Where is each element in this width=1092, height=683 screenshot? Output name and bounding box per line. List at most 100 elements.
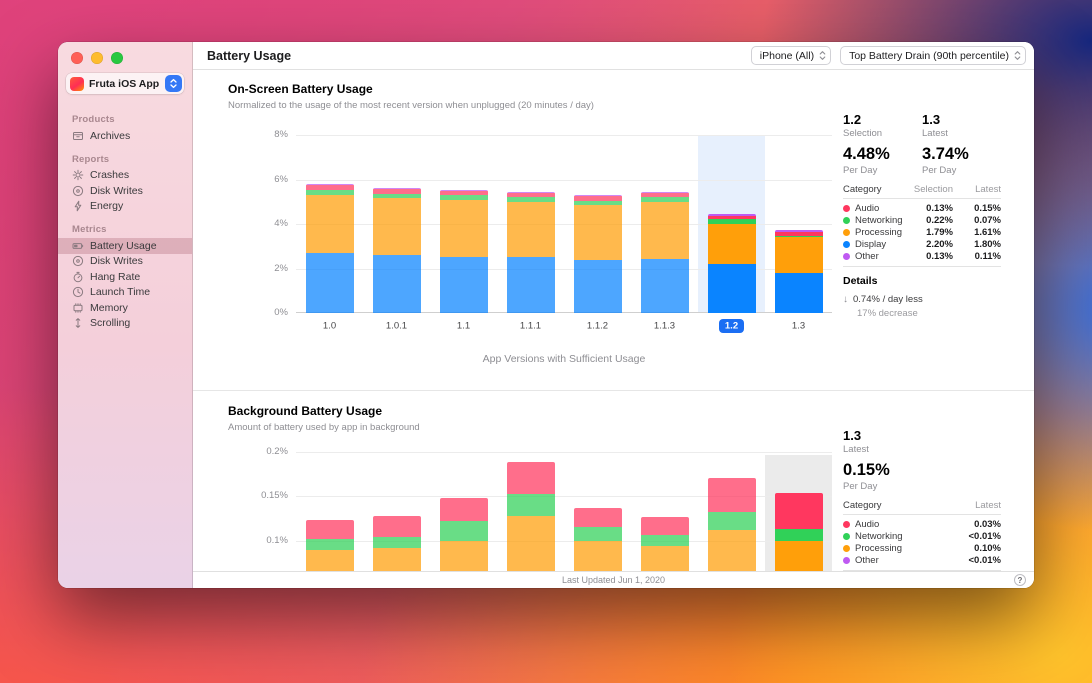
segment-processing: [305, 549, 354, 571]
segment-processing: [640, 546, 689, 571]
category-name: Display: [855, 238, 887, 250]
onscreen-section-title: On-Screen Battery Usage: [228, 82, 373, 96]
category-name: Other: [855, 554, 879, 566]
segment-processing: [372, 548, 421, 571]
sidebar-item-disk-writes[interactable]: Disk Writes: [58, 254, 192, 270]
table-row: Processing 1.79% 1.61%: [843, 226, 1001, 238]
table-header-row: Category Latest: [843, 500, 1001, 515]
category-value: 1.79%: [926, 226, 953, 238]
y-axis-label: 8%: [274, 129, 288, 140]
segment-networking: [640, 534, 689, 547]
onscreen-battery-chart: 0% 2% 4% 6% 8% 1.0 1.0.1 1.1 1.1.1 1.1.2 1.1.3 1.2 1…: [274, 129, 832, 333]
category-name: Processing: [855, 542, 902, 554]
category-name: Other: [855, 250, 879, 262]
zoom-button[interactable]: [111, 52, 123, 64]
bar-1.0[interactable]: [305, 183, 354, 313]
segment-audio: [506, 461, 555, 494]
x-axis-label-1.0.1[interactable]: 1.0.1: [363, 320, 430, 331]
x-axis-label-1.1.3[interactable]: 1.1.3: [631, 320, 698, 331]
segment-networking: [372, 193, 421, 199]
x-axis-label-text: 1.1: [456, 320, 471, 331]
category-name: Audio: [855, 202, 880, 214]
bar-1.0.1[interactable]: [372, 187, 421, 313]
memory-icon: [72, 302, 86, 314]
bar-1.0.1[interactable]: [372, 516, 421, 571]
segment-processing: [372, 198, 421, 256]
category-value: 2.20%: [926, 238, 953, 250]
segment-display: [439, 257, 488, 313]
bar-1.1[interactable]: [439, 498, 488, 571]
segment-processing: [707, 224, 756, 265]
sidebar-item-battery-usage[interactable]: Battery Usage: [58, 238, 192, 254]
category-color-dot: [843, 216, 850, 224]
category-name: Processing: [855, 226, 902, 238]
segment-processing: [305, 195, 354, 253]
bar-1.3[interactable]: [774, 229, 823, 313]
latest-label: Latest: [922, 128, 948, 139]
bar-1.1.3[interactable]: [640, 191, 689, 313]
x-axis-label-1.1.2[interactable]: 1.1.2: [564, 320, 631, 331]
latest-per-day-label: Per Day: [922, 165, 957, 176]
segment-networking: [573, 200, 622, 206]
y-axis-label: 0.1%: [266, 534, 288, 546]
x-axis-label-text: 1.3: [791, 320, 806, 331]
x-axis-label-text: 1.1.3: [653, 320, 676, 331]
x-axis-label-1.1.1[interactable]: 1.1.1: [497, 320, 564, 331]
bar-1.1.3[interactable]: [640, 516, 689, 571]
x-axis-label-text: 1.2: [718, 318, 745, 333]
category-color-dot: [843, 556, 850, 564]
onscreen-category-table: Category Selection Latest Audio 0.13% 0.15% Ne…: [843, 184, 1001, 267]
disk-icon: [72, 185, 86, 197]
category-value: 0.13%: [926, 202, 953, 214]
details-change-pct: 17% decrease: [857, 308, 918, 319]
segment-processing: [506, 516, 555, 571]
bar-1.1.1[interactable]: [506, 461, 555, 571]
segment-audio: [573, 508, 622, 527]
bar-1.1.2[interactable]: [573, 508, 622, 571]
organizer-window: Fruta iOS App Products Archives Reports Cra…: [58, 42, 1034, 588]
bar-1.2[interactable]: [707, 477, 756, 571]
segment-audio: [573, 196, 622, 201]
category-name: Networking: [855, 530, 903, 542]
device-filter-popup[interactable]: iPhone (All): [750, 46, 832, 65]
sidebar-item-label: Scrolling: [90, 317, 131, 330]
sidebar-item-scrolling[interactable]: Scrolling: [58, 316, 192, 332]
background-category-table: Category Latest Audio 0.03% Networking <0.01%…: [843, 500, 1001, 571]
segment-display: [573, 259, 622, 313]
sidebar-item-launch-time[interactable]: Launch Time: [58, 285, 192, 301]
metric-filter-value: Top Battery Drain (90th percentile): [849, 49, 1009, 62]
gridline: [296, 312, 832, 313]
segment-other: [305, 183, 354, 186]
x-axis-label-1.2[interactable]: 1.2: [698, 318, 765, 333]
metric-filter-popup[interactable]: Top Battery Drain (90th percentile): [840, 46, 1026, 65]
app-selector[interactable]: Fruta iOS App: [66, 73, 184, 94]
sidebar-item-hang-rate[interactable]: Hang Rate: [58, 269, 192, 285]
bar-1.1.1[interactable]: [506, 191, 555, 313]
details-title: Details: [843, 275, 878, 287]
sidebar-item-disk-writes[interactable]: Disk Writes: [58, 183, 192, 199]
segment-processing: [573, 205, 622, 260]
gridline: [296, 135, 832, 136]
bar-1.2[interactable]: [707, 213, 756, 313]
minimize-button[interactable]: [91, 52, 103, 64]
x-axis-label-1.3[interactable]: 1.3: [765, 320, 832, 331]
table-row: Networking 0.22% 0.07%: [843, 214, 1001, 226]
bar-1.0[interactable]: [305, 519, 354, 571]
sidebar-item-energy[interactable]: Energy: [58, 199, 192, 215]
bar-1.1[interactable]: [439, 189, 488, 313]
energy-icon: [72, 200, 86, 212]
sidebar-item-memory[interactable]: Memory: [58, 300, 192, 316]
x-axis-label-1.1[interactable]: 1.1: [430, 320, 497, 331]
sidebar-item-archives[interactable]: Archives: [58, 128, 192, 144]
help-button[interactable]: ?: [1014, 574, 1026, 586]
sidebar-item-label: Battery Usage: [90, 239, 157, 252]
x-axis-label-1.0[interactable]: 1.0: [296, 320, 363, 331]
bar-1.1.2[interactable]: [573, 195, 622, 313]
close-button[interactable]: [71, 52, 83, 64]
sidebar-item-crashes[interactable]: Crashes: [58, 168, 192, 184]
window-controls: [58, 42, 192, 64]
sidebar-item-label: Memory: [90, 301, 128, 314]
bar-1.3[interactable]: [774, 492, 823, 571]
segment-other: [573, 195, 622, 197]
segment-processing: [439, 199, 488, 258]
